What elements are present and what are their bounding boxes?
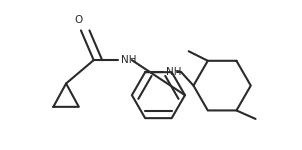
Text: O: O [75,15,83,25]
Text: NH: NH [166,67,182,77]
Text: NH: NH [121,55,137,65]
